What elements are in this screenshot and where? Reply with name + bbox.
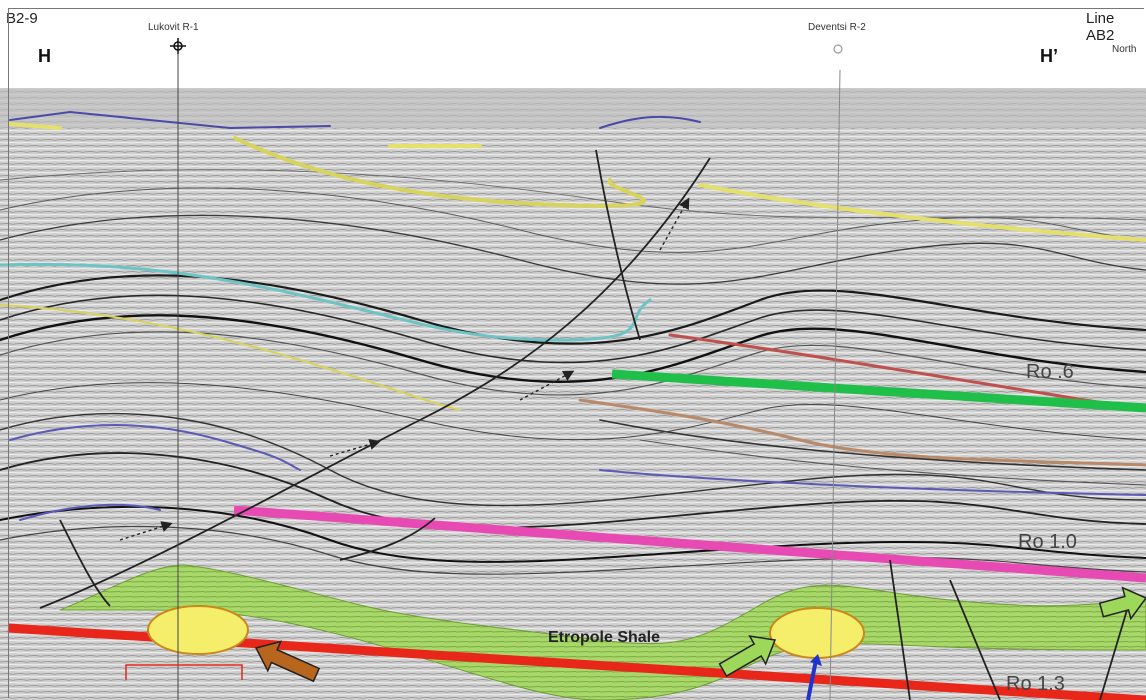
label-ro06: Ro .6: [1026, 361, 1074, 383]
line-name: Line AB2: [1086, 10, 1115, 44]
ro06-line: [611, 369, 1146, 413]
right-marker: H’: [1040, 46, 1058, 66]
brown-arrow: [254, 640, 321, 683]
well-1-name: Lukovit R-1: [148, 22, 199, 33]
red-bracket: [125, 664, 243, 680]
well-2-line: [829, 69, 841, 700]
horizons: [0, 110, 1146, 521]
north-label: North: [1112, 44, 1137, 55]
ro10-line: [233, 505, 1146, 583]
section-id: B2-9: [6, 10, 38, 27]
top-muted-band: [0, 88, 1146, 128]
label-etropole-shale: Etropole Shale: [548, 629, 660, 646]
migration-arrows: [119, 197, 690, 541]
blue-arrow: [806, 659, 818, 700]
label-ro13: Ro 1.3: [1006, 673, 1065, 695]
yellow-target-left: [147, 605, 249, 655]
well-2-symbol: [833, 44, 843, 54]
faults: [39, 149, 1131, 700]
blue-arrow-head: [810, 654, 822, 666]
well-1-symbol: [170, 38, 186, 54]
green-arrow-right-target: [718, 635, 777, 678]
label-ro10: Ro 1.0: [1018, 531, 1077, 553]
yellow-target-right: [769, 607, 865, 659]
left-marker: H: [38, 46, 51, 66]
green-arrow-edge: [1098, 586, 1146, 621]
etropole-shale-body: [59, 564, 1146, 700]
well-2-name: Deventsi R-2: [808, 22, 866, 33]
